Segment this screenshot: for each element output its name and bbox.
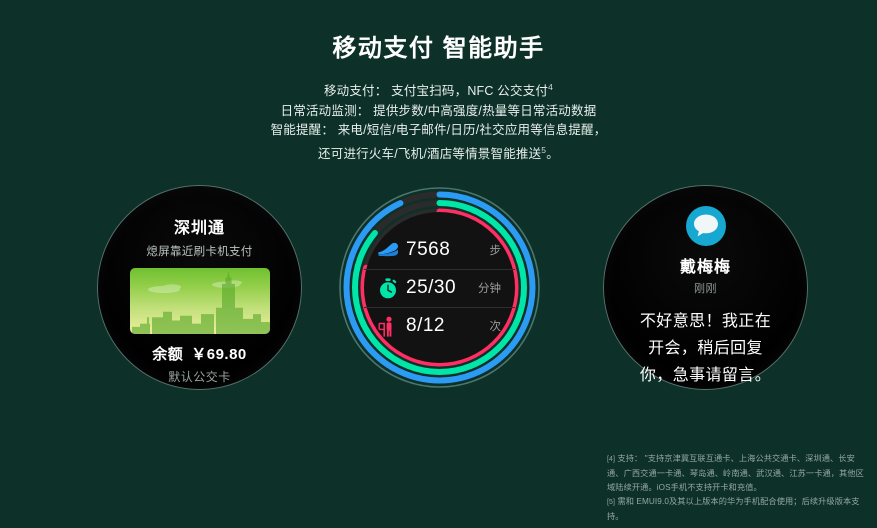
feature-line-text: 还可进行火车/飞机/酒店等情景智能推送 xyxy=(318,146,542,161)
stat-row-minutes: 25/30 分钟 xyxy=(364,268,515,307)
message-sender: 戴梅梅 xyxy=(679,259,731,276)
feature-line: 智能提醒： 来电/短信/电子邮件/日历/社交应用等信息提醒， xyxy=(0,121,877,141)
transit-card-hint: 熄屏靠近刷卡机支付 xyxy=(146,246,253,258)
balance-amount: ￥69.80 xyxy=(191,346,247,363)
standing-person-icon xyxy=(376,315,400,337)
stat-row-steps: 7568 步 xyxy=(364,231,515,269)
stopwatch-icon xyxy=(376,277,400,299)
footnote-marker: [5] xyxy=(607,499,616,506)
feature-line-text: 智能提醒： 来电/短信/电子邮件/日历/社交应用等信息提醒， xyxy=(270,123,607,138)
watch-fitness-rings[interactable]: 7568 步 25/30 分钟 xyxy=(337,185,542,390)
minutes-value: 25/30 xyxy=(406,277,457,298)
page-title: 移动支付 智能助手 xyxy=(332,35,545,62)
watch-transit-payment[interactable]: 深圳通 熄屏靠近刷卡机支付 xyxy=(97,185,302,390)
watch-message-notification[interactable]: 戴梅梅 刚刚 不好意思！我正在开会，稍后回复你，急事请留言。 xyxy=(603,185,808,390)
standing-value: 8/12 xyxy=(406,315,445,336)
stat-row-standing: 8/12 次 xyxy=(364,306,515,345)
footnotes: [4] 支持： "支持京津冀互联互通卡、上海公共交通卡、深圳通、长安通、广西交通… xyxy=(607,452,869,524)
feature-line: 还可进行火车/飞机/酒店等情景智能推送5。 xyxy=(0,141,877,165)
watch-screen: 戴梅梅 刚刚 不好意思！我正在开会，稍后回复你，急事请留言。 xyxy=(608,190,803,385)
feature-line-text: 移动支付： 支付宝扫码，NFC 公交支付 xyxy=(323,84,549,99)
chat-bubble-icon xyxy=(685,206,726,246)
header: 移动支付 智能助手 移动支付： 支付宝扫码，NFC 公交支付4 日常活动监测： … xyxy=(0,34,877,164)
message-time: 刚刚 xyxy=(694,283,717,295)
footnote-item: [5] 需和 EMUI9.0及其以上版本的华为手机配合使用；后续升级版本支持。 xyxy=(607,495,869,524)
feature-description: 移动支付： 支付宝扫码，NFC 公交支付4 日常活动监测： 提供步数/中高强度/… xyxy=(0,78,877,164)
minutes-unit: 分钟 xyxy=(478,283,501,295)
footnote-ref: 4 xyxy=(548,82,554,92)
message-body: 不好意思！我正在开会，稍后回复你，急事请留言。 xyxy=(639,313,772,384)
footnote-text: 需和 EMUI9.0及其以上版本的华为手机配合使用；后续升级版本支持。 xyxy=(607,497,860,521)
skyline-graphic xyxy=(131,271,270,334)
balance-label: 余额 xyxy=(152,346,184,363)
footnote-text: 支持： "支持京津冀互联互通卡、上海公共交通卡、深圳通、长安通、广西交通一卡通、… xyxy=(607,454,864,492)
transit-card-name: 深圳通 xyxy=(173,220,225,237)
watch-screen: 深圳通 熄屏靠近刷卡机支付 xyxy=(102,190,297,385)
steps-unit: 步 xyxy=(489,244,502,257)
steps-value: 7568 xyxy=(406,238,451,260)
feature-line-tail: 。 xyxy=(546,146,559,161)
feature-line-text: 日常活动监测： 提供步数/中高强度/热量等日常活动数据 xyxy=(280,103,597,118)
city-skyline-card xyxy=(129,268,270,334)
default-card-label: 默认公交卡 xyxy=(168,370,231,384)
footnote-ref: 5 xyxy=(541,144,547,155)
feature-line: 日常活动监测： 提供步数/中高强度/热量等日常活动数据 xyxy=(0,102,877,122)
balance-row: 余额 ￥69.80 xyxy=(152,343,247,364)
footnote-marker: [4] xyxy=(607,456,616,463)
footnote-item: [4] 支持： "支持京津冀互联互通卡、上海公共交通卡、深圳通、长安通、广西交通… xyxy=(607,452,869,495)
feature-line: 移动支付： 支付宝扫码，NFC 公交支付4 xyxy=(0,78,877,102)
shoe-icon xyxy=(376,239,400,261)
standing-unit: 次 xyxy=(489,321,502,333)
fitness-stats: 7568 步 25/30 分钟 xyxy=(364,212,515,363)
